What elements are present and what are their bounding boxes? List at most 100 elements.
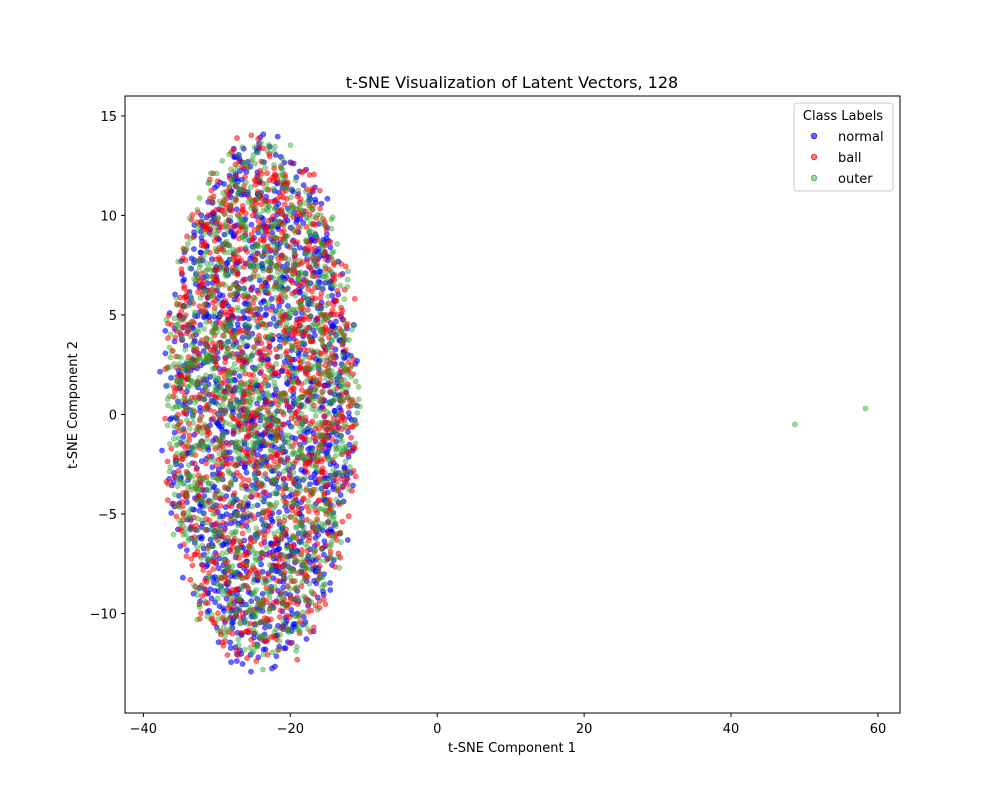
point-ball <box>234 135 240 141</box>
point-outer <box>217 312 224 319</box>
point-outer <box>335 411 342 418</box>
y-tick-label: 5 <box>109 309 117 324</box>
point-outer <box>272 206 278 212</box>
point-outer <box>260 482 267 489</box>
point-outer <box>283 320 290 327</box>
point-outer <box>343 445 350 452</box>
point-outer <box>305 497 312 504</box>
point-ball <box>274 577 280 584</box>
x-tick-label: 60 <box>870 722 887 737</box>
point-outer <box>275 276 282 283</box>
point-normal <box>302 270 309 277</box>
point-outer <box>303 238 310 244</box>
point-ball <box>227 306 234 313</box>
point-outer <box>273 251 279 258</box>
point-outer <box>194 516 201 522</box>
point-ball <box>253 491 260 498</box>
point-normal <box>281 645 287 652</box>
point-ball <box>249 212 256 219</box>
point-normal <box>306 481 313 487</box>
point-outer <box>330 509 337 516</box>
point-outer <box>187 292 194 299</box>
point-outer <box>201 325 207 332</box>
point-normal <box>179 574 186 581</box>
point-outer <box>295 274 302 281</box>
point-outer <box>169 405 176 412</box>
point-outer <box>326 360 333 367</box>
point-outer <box>296 429 302 436</box>
point-ball <box>245 477 252 484</box>
point-outer <box>232 328 239 335</box>
point-outer <box>177 354 184 361</box>
point-ball <box>260 238 267 244</box>
point-ball <box>280 363 287 370</box>
point-outer <box>319 246 326 252</box>
point-outer <box>176 476 183 483</box>
point-outer <box>348 397 355 404</box>
point-outer <box>263 453 269 460</box>
point-outer <box>318 441 325 448</box>
point-outer <box>270 274 277 281</box>
point-outer <box>316 448 322 455</box>
point-outer-outlier <box>862 405 869 412</box>
point-outer <box>293 262 300 269</box>
point-outer <box>220 573 227 579</box>
point-outer <box>262 164 268 171</box>
point-ball <box>199 562 206 569</box>
point-normal <box>324 448 331 455</box>
point-ball <box>191 551 198 558</box>
point-ball <box>281 201 288 208</box>
point-outer <box>271 161 277 168</box>
point-outer <box>179 450 186 457</box>
point-outer <box>254 643 261 649</box>
point-outer <box>357 403 363 410</box>
point-ball <box>217 470 224 477</box>
point-normal <box>231 498 238 504</box>
point-normal <box>249 611 256 618</box>
point-outer <box>180 480 187 487</box>
point-normal <box>333 438 340 445</box>
point-outer <box>201 287 207 294</box>
point-outer <box>251 144 258 150</box>
point-outer <box>251 244 258 250</box>
point-normal <box>300 182 307 188</box>
point-ball <box>343 476 350 483</box>
point-outer <box>205 556 212 562</box>
point-normal <box>276 343 283 350</box>
point-outer <box>263 440 270 446</box>
point-outer <box>341 321 348 327</box>
point-outer <box>329 473 335 480</box>
point-outer <box>216 450 223 457</box>
point-outer <box>323 501 330 507</box>
point-outer <box>173 415 180 422</box>
point-outer <box>295 621 302 627</box>
point-outer <box>317 327 324 334</box>
point-outer <box>239 513 246 520</box>
point-normal <box>337 433 344 439</box>
legend-marker-outer <box>810 174 818 182</box>
point-outer <box>283 602 290 609</box>
point-ball <box>180 255 186 262</box>
point-outer <box>277 322 283 329</box>
point-normal <box>260 215 266 222</box>
point-outer <box>236 537 242 544</box>
point-outer <box>312 464 319 471</box>
point-outer <box>201 421 208 428</box>
point-ball <box>243 552 250 558</box>
point-ball <box>289 332 296 339</box>
point-outer <box>212 504 218 511</box>
point-outer <box>234 343 241 350</box>
point-ball <box>301 316 307 323</box>
point-ball <box>265 528 271 534</box>
point-ball <box>297 196 304 202</box>
point-normal <box>266 623 273 630</box>
point-outer <box>181 303 188 310</box>
point-outer <box>269 222 276 229</box>
point-normal <box>338 361 345 367</box>
point-ball <box>248 636 255 643</box>
point-outer <box>281 278 287 284</box>
point-outer <box>276 638 283 644</box>
point-outer <box>247 184 254 191</box>
point-ball <box>257 167 264 174</box>
point-outer <box>330 467 337 474</box>
